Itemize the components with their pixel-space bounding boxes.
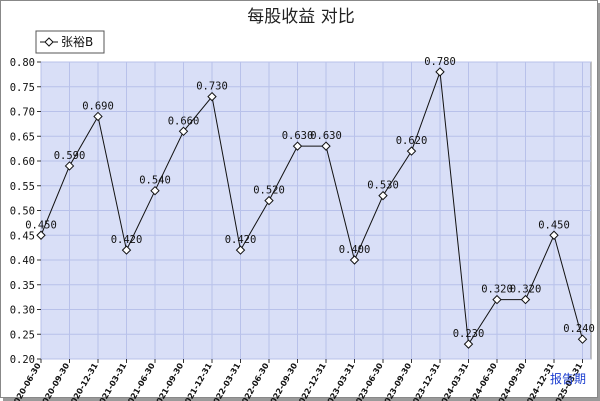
x-tick-label: 2020-09-30 — [38, 361, 72, 401]
data-label: 0.540 — [139, 175, 171, 187]
data-label: 0.730 — [196, 81, 228, 93]
series-line — [40, 71, 583, 346]
data-point-marker[interactable] — [520, 294, 531, 305]
x-tick-label: 2023-09-30 — [380, 361, 414, 401]
data-point-marker[interactable] — [549, 230, 559, 240]
y-tick-label: 0.75 — [10, 82, 35, 94]
data-point-marker[interactable] — [492, 294, 502, 305]
data-point-marker[interactable] — [435, 67, 445, 77]
x-tick-label: 2024-09-30 — [494, 361, 528, 401]
data-label: 0.450 — [538, 219, 570, 231]
x-tick-label: 2022-12-31 — [294, 361, 328, 401]
data-point-marker[interactable] — [406, 146, 417, 156]
x-tick-label: 2024-06-30 — [465, 361, 499, 401]
x-tick-label: 2023-12-31 — [408, 361, 442, 401]
legend[interactable]: 张裕B — [35, 30, 105, 54]
y-axis-ticks: 0.20 0.25 0.30 0.35 0.40 0.45 0.50 0.55 0.60 0.65… — [10, 57, 41, 366]
x-tick-label: 2021-03-31 — [95, 361, 129, 401]
y-tick-label: 0.30 — [10, 305, 35, 317]
data-label: 0.660 — [168, 115, 200, 127]
x-axis-ticks: 2020-06-302020-09-302020-12-312021-03-31… — [9, 359, 584, 401]
series-group: 0.450 0.590 0.690 0.420 0.540 0.660 0.730 0.420… — [25, 56, 595, 349]
x-tick-label: 2021-12-31 — [180, 361, 214, 401]
y-tick-label: 0.20 — [10, 354, 35, 366]
x-tick-label: 2020-12-31 — [66, 361, 100, 401]
data-label: 0.230 — [453, 328, 485, 340]
data-point-marker[interactable] — [36, 230, 46, 240]
data-label: 0.420 — [111, 234, 143, 246]
data-label: 0.690 — [82, 100, 114, 112]
x-tick-label: 2023-03-31 — [323, 361, 357, 401]
data-point-marker[interactable] — [378, 190, 388, 201]
data-label: 0.780 — [424, 56, 456, 68]
y-tick-label: 0.45 — [10, 230, 35, 242]
x-tick-label: 2021-06-30 — [123, 361, 157, 401]
y-tick-label: 0.55 — [10, 181, 35, 193]
data-label: 0.630 — [310, 130, 342, 142]
legend-entry-label: 张裕B — [61, 34, 93, 49]
data-point-marker[interactable] — [64, 161, 75, 171]
y-tick-label: 0.65 — [10, 131, 35, 143]
data-label: 0.530 — [367, 180, 399, 192]
data-point-marker[interactable] — [264, 195, 274, 206]
data-label: 0.590 — [54, 150, 86, 162]
data-point-marker[interactable] — [463, 339, 474, 349]
data-label: 0.520 — [253, 185, 285, 197]
x-tick-label: 2023-06-30 — [351, 361, 385, 401]
data-point-marker[interactable] — [207, 91, 217, 102]
data-point-marker[interactable] — [577, 334, 588, 344]
x-tick-label: 2022-06-30 — [237, 361, 271, 401]
y-tick-label: 0.60 — [10, 156, 35, 168]
x-tick-label: 2022-09-30 — [266, 361, 300, 401]
y-tick-label: 0.35 — [10, 280, 35, 292]
data-point-marker[interactable] — [178, 126, 189, 137]
legend-box — [35, 30, 105, 54]
data-point-marker[interactable] — [349, 255, 360, 265]
data-label: 0.450 — [25, 219, 57, 231]
data-label: 0.400 — [339, 244, 371, 256]
data-point-marker[interactable] — [121, 245, 132, 255]
data-label: 0.320 — [510, 284, 542, 296]
data-point-marker[interactable] — [235, 245, 246, 255]
data-point-marker[interactable] — [292, 141, 303, 151]
data-label: 0.620 — [396, 135, 428, 147]
x-tick-label: 2020-06-30 — [9, 361, 43, 401]
data-label: 0.630 — [282, 130, 314, 142]
y-tick-label: 0.25 — [10, 329, 35, 341]
x-tick-label: 2021-09-30 — [152, 361, 186, 401]
x-tick-label: 2022-03-31 — [209, 361, 243, 401]
x-axis-unit-label: 报告期 — [550, 371, 586, 386]
legend-diamond-marker — [44, 37, 54, 47]
data-point-marker[interactable] — [321, 141, 331, 151]
data-label: 0.320 — [481, 284, 513, 296]
y-tick-label: 0.70 — [10, 107, 35, 119]
y-tick-label: 0.50 — [10, 206, 35, 218]
data-label: 0.240 — [563, 323, 595, 335]
data-label: 0.420 — [225, 234, 257, 246]
data-point-marker[interactable] — [93, 111, 103, 122]
y-tick-label: 0.40 — [10, 255, 35, 267]
data-point-marker[interactable] — [150, 185, 160, 196]
chart-title: 每股收益 对比 — [247, 7, 354, 27]
y-tick-label: 0.80 — [10, 57, 35, 69]
x-tick-label: 2024-03-31 — [437, 361, 471, 401]
